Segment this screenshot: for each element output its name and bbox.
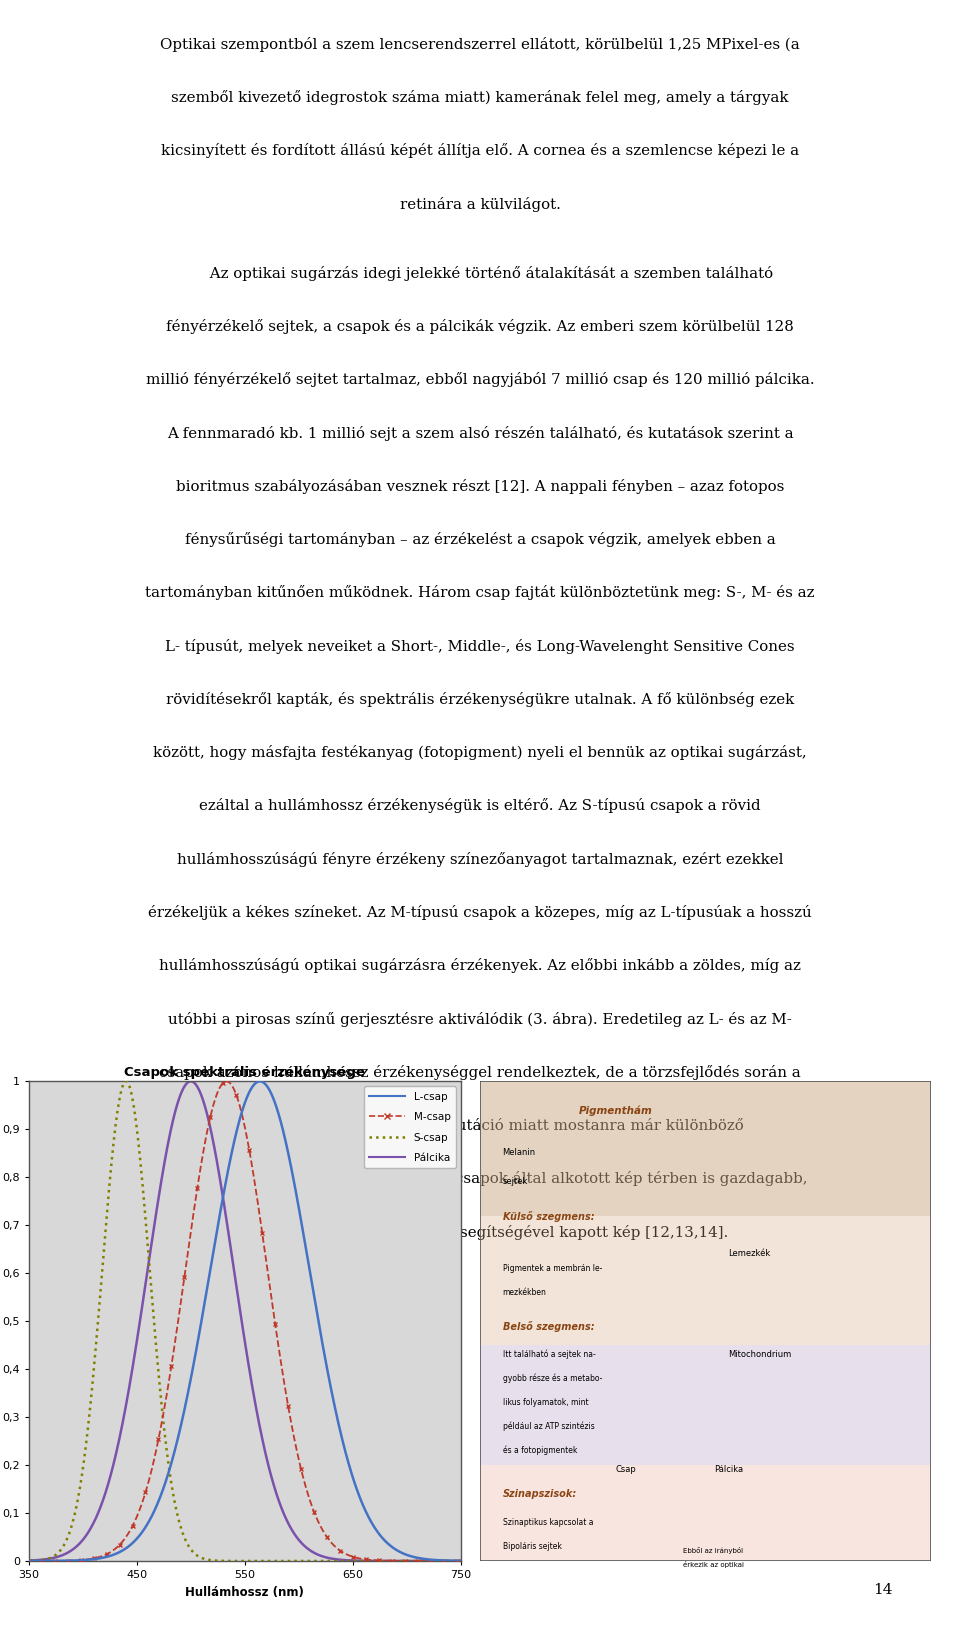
Text: szemből kivezető idegrostok száma miatt) kamerának felel meg, amely a tárgyak: szemből kivezető idegrostok száma miatt)… <box>171 89 789 106</box>
Text: Mitochondrium: Mitochondrium <box>728 1350 791 1359</box>
Text: Pigmenthám: Pigmenthám <box>579 1106 653 1115</box>
Text: bioritmus szabályozásában vesznek részt [12]. A nappali fényben – azaz fotopos: bioritmus szabályozásában vesznek részt … <box>176 480 784 494</box>
Text: Belső szegmens:: Belső szegmens: <box>503 1320 594 1332</box>
Text: 14: 14 <box>874 1582 893 1597</box>
Text: Pigmentek a membrán le-: Pigmentek a membrán le- <box>503 1263 602 1273</box>
Text: millió fényérzékelő sejtet tartalmaz, ebből nagyjából 7 millió csap és 120 milli: millió fényérzékelő sejtet tartalmaz, eb… <box>146 372 814 387</box>
Text: részletesebb, mint a pálcikák segítségével kapott kép [12,13,14].: részletesebb, mint a pálcikák segítségév… <box>232 1224 728 1239</box>
Text: A fennmaradó kb. 1 millió sejt a szem alsó részén található, és kutatások szerin: A fennmaradó kb. 1 millió sejt a szem al… <box>167 426 793 441</box>
Text: Itt található a sejtek na-: Itt található a sejtek na- <box>503 1350 595 1359</box>
Text: Az optikai sugárzás idegi jelekké történő átalakítását a szemben található: Az optikai sugárzás idegi jelekké történ… <box>186 265 774 281</box>
Text: csapok azonos hullámhossz érzékenységgel rendelkeztek, de a törzsfejlődés során : csapok azonos hullámhossz érzékenységgel… <box>159 1065 801 1080</box>
Text: Lemezkék: Lemezkék <box>728 1249 771 1259</box>
Text: Pálcika: Pálcika <box>714 1465 744 1475</box>
Text: L- típusút, melyek neveiket a Short-, Middle-, és Long-Wavelenght Sensitive Cone: L- típusút, melyek neveiket a Short-, Mi… <box>165 639 795 654</box>
Bar <box>480 1465 931 1561</box>
Text: hullámhosszúságú optikai sugárzásra érzékenyek. Az előbbi inkább a zöldes, míg a: hullámhosszúságú optikai sugárzásra érzé… <box>159 958 801 974</box>
Text: gyobb része és a metabo-: gyobb része és a metabo- <box>503 1374 602 1384</box>
Text: érzékeljük a kékes színeket. Az M-típusú csapok a közepes, míg az L-típusúak a h: érzékeljük a kékes színeket. Az M-típusú… <box>148 906 812 920</box>
Text: hullámhosszúságú fényre érzékeny színezőanyagot tartalmaznak, ezért ezekkel: hullámhosszúságú fényre érzékeny színező… <box>177 852 783 867</box>
Text: fényérzékelő sejtek, a csapok és a pálcikák végzik. Az emberi szem körülbelül 12: fényérzékelő sejtek, a csapok és a pálci… <box>166 319 794 333</box>
Text: Szinapszisok:: Szinapszisok: <box>503 1489 577 1499</box>
Bar <box>480 1081 931 1216</box>
Text: kicsinyített és fordított állású képét állítja elő. A cornea és a szemlencse kép: kicsinyített és fordított állású képét á… <box>161 143 799 158</box>
Text: retinára a külvilágot.: retinára a külvilágot. <box>399 197 561 211</box>
Text: fotopigmentben bekövetkező mutáció miatt mostanra már különböző: fotopigmentben bekövetkező mutáció miatt… <box>217 1119 743 1133</box>
Text: fénysűrűségi tartományban – az érzékelést a csapok végzik, amelyek ebben a: fénysűrűségi tartományban – az érzékelés… <box>184 532 776 546</box>
Text: Ebből az irányból: Ebből az irányból <box>683 1546 743 1553</box>
Text: Csap: Csap <box>615 1465 636 1475</box>
Text: Optikai szempontból a szem lencserendszerrel ellátott, körülbelül 1,25 MPixel-es: Optikai szempontból a szem lencserendsze… <box>160 37 800 52</box>
X-axis label: Hullámhossz (nm): Hullámhossz (nm) <box>185 1585 304 1598</box>
Text: tartományban kitűnően működnek. Három csap fajtát különböztetünk meg: S-, M- és : tartományban kitűnően működnek. Három cs… <box>145 585 815 600</box>
Text: likus folyamatok, mint: likus folyamatok, mint <box>503 1398 588 1406</box>
Text: utóbbi a pirosas színű gerjesztésre aktiválódik (3. ábra). Eredetileg az L- és a: utóbbi a pirosas színű gerjesztésre akti… <box>168 1011 792 1026</box>
Text: között, hogy másfajta festékanyag (fotopigment) nyeli el bennük az optikai sugár: között, hogy másfajta festékanyag (fotop… <box>154 745 806 761</box>
Bar <box>480 1216 931 1345</box>
Text: Bipoláris sejtek: Bipoláris sejtek <box>503 1541 562 1551</box>
Text: spektrumtartományokra érzékenyek. A csapok által alkotott kép térben is gazdagab: spektrumtartományokra érzékenyek. A csap… <box>153 1171 807 1187</box>
Title: Csapok spektrális érzékenysége: Csapok spektrális érzékenysége <box>125 1065 365 1078</box>
Text: ezáltal a hullámhossz érzékenységük is eltérő. Az S-típusú csapok a rövid: ezáltal a hullámhossz érzékenységük is e… <box>199 798 761 813</box>
Bar <box>480 1345 931 1465</box>
Text: sejtek: sejtek <box>503 1177 528 1187</box>
Text: Külső szegmens:: Külső szegmens: <box>503 1211 594 1221</box>
Text: például az ATP szintézis: például az ATP szintézis <box>503 1421 594 1431</box>
Text: mezkékben: mezkékben <box>503 1288 546 1296</box>
Text: Szinaptikus kapcsolat a: Szinaptikus kapcsolat a <box>503 1517 593 1527</box>
Text: Melanin: Melanin <box>503 1148 536 1158</box>
Text: és a fotopigmentek: és a fotopigmentek <box>503 1446 577 1455</box>
Text: érkezik az optikai: érkezik az optikai <box>683 1561 744 1567</box>
Legend: L-csap, M-csap, S-csap, Pálcika: L-csap, M-csap, S-csap, Pálcika <box>364 1086 456 1167</box>
Text: rövidítésekről kapták, és spektrális érzékenységükre utalnak. A fő különbség eze: rövidítésekről kapták, és spektrális érz… <box>166 693 794 707</box>
